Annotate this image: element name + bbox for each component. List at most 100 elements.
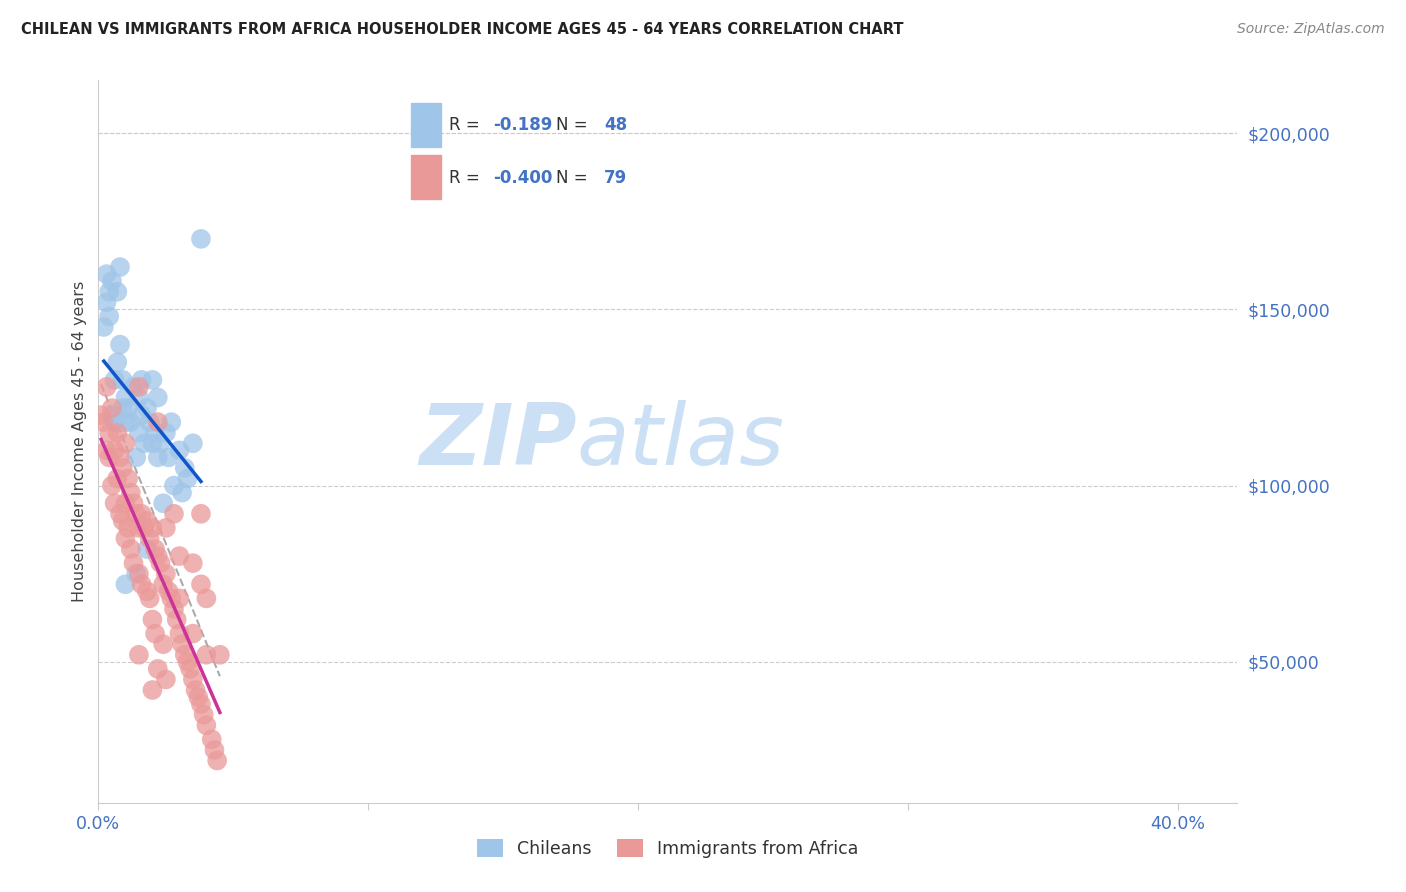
Point (122, 556, 145, 570)
Point (187, 690, 209, 704)
Point (128, 566, 150, 581)
Text: atlas: atlas (576, 400, 785, 483)
Y-axis label: Householder Income Ages 45 - 64 years: Householder Income Ages 45 - 64 years (72, 281, 87, 602)
Point (141, 373, 163, 387)
Text: ZIP: ZIP (419, 400, 576, 483)
Point (96, 443, 118, 458)
Point (98, 285, 121, 299)
Point (111, 401, 134, 415)
Point (114, 436, 136, 450)
Point (163, 478, 186, 492)
Point (143, 626, 166, 640)
Point (114, 532, 136, 546)
Point (98, 425, 121, 440)
Point (169, 591, 191, 606)
Point (157, 584, 180, 599)
Point (131, 408, 153, 422)
Point (120, 415, 142, 429)
Point (111, 461, 134, 475)
Point (181, 436, 204, 450)
Point (152, 637, 174, 651)
Point (125, 566, 148, 581)
Point (155, 566, 177, 581)
Point (101, 478, 124, 492)
Point (173, 648, 195, 662)
Point (204, 743, 226, 757)
Point (105, 471, 128, 485)
Point (105, 425, 128, 440)
Point (160, 591, 183, 606)
Point (136, 401, 159, 415)
Point (114, 415, 136, 429)
Point (125, 450, 148, 465)
Point (105, 355, 128, 369)
Point (128, 380, 150, 394)
Point (163, 602, 186, 616)
Point (181, 626, 204, 640)
Point (166, 613, 188, 627)
Point (108, 337, 131, 351)
Point (193, 707, 215, 722)
Point (184, 683, 207, 698)
Point (111, 514, 134, 528)
Point (117, 471, 139, 485)
Point (149, 436, 172, 450)
Point (108, 507, 131, 521)
Point (160, 415, 183, 429)
Point (169, 626, 191, 640)
Point (143, 542, 166, 557)
Point (128, 521, 150, 535)
Point (155, 673, 177, 687)
Point (195, 718, 218, 732)
Point (169, 549, 191, 563)
Point (131, 577, 153, 591)
Point (136, 542, 159, 557)
Point (143, 425, 166, 440)
Point (190, 507, 212, 521)
Point (131, 373, 153, 387)
Point (172, 637, 194, 651)
Point (128, 425, 150, 440)
Point (134, 436, 156, 450)
Point (101, 401, 124, 415)
Point (96, 380, 118, 394)
Point (155, 521, 177, 535)
Point (128, 648, 150, 662)
Point (146, 391, 169, 405)
Point (173, 461, 195, 475)
Point (114, 391, 136, 405)
Point (152, 496, 174, 510)
Point (169, 443, 191, 458)
Point (96, 267, 118, 281)
Point (138, 415, 160, 429)
Point (98, 310, 121, 324)
Point (149, 556, 172, 570)
Point (128, 391, 150, 405)
Point (205, 754, 228, 768)
Point (208, 648, 231, 662)
Point (195, 648, 218, 662)
Point (190, 232, 212, 246)
Point (157, 450, 180, 465)
Point (108, 260, 131, 274)
Point (120, 542, 142, 557)
Point (163, 507, 186, 521)
Point (179, 662, 201, 676)
Point (117, 521, 139, 535)
Point (138, 591, 160, 606)
Point (93, 415, 115, 429)
Point (114, 577, 136, 591)
Point (101, 274, 124, 288)
Point (105, 285, 128, 299)
Point (98, 450, 121, 465)
Point (111, 373, 134, 387)
Point (141, 613, 163, 627)
Point (146, 549, 169, 563)
Point (122, 380, 145, 394)
Point (146, 662, 169, 676)
Point (136, 584, 159, 599)
Point (120, 485, 142, 500)
Point (141, 521, 163, 535)
Text: Source: ZipAtlas.com: Source: ZipAtlas.com (1237, 22, 1385, 37)
Point (190, 577, 212, 591)
